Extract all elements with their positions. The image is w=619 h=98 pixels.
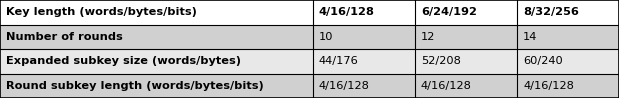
Text: Key length (words/bytes/bits): Key length (words/bytes/bits)	[6, 7, 197, 17]
Text: 8/32/256: 8/32/256	[523, 7, 579, 17]
Bar	[415, 74, 517, 98]
Bar	[313, 49, 415, 74]
Text: 4/16/128: 4/16/128	[319, 81, 370, 91]
Bar	[517, 49, 619, 74]
Text: 60/240: 60/240	[523, 56, 563, 66]
Text: Number of rounds: Number of rounds	[6, 32, 123, 42]
Text: 4/16/128: 4/16/128	[319, 7, 374, 17]
Bar	[0, 74, 313, 98]
Bar	[415, 49, 517, 74]
Text: 4/16/128: 4/16/128	[421, 81, 472, 91]
Bar	[415, 0, 517, 24]
Bar	[313, 24, 415, 49]
Text: 10: 10	[319, 32, 333, 42]
Text: 52/208: 52/208	[421, 56, 461, 66]
Text: Round subkey length (words/bytes/bits): Round subkey length (words/bytes/bits)	[6, 81, 264, 91]
Bar	[0, 0, 313, 24]
Bar	[313, 74, 415, 98]
Bar	[0, 49, 313, 74]
Bar	[415, 24, 517, 49]
Text: 14: 14	[523, 32, 537, 42]
Text: 44/176: 44/176	[319, 56, 358, 66]
Bar	[313, 0, 415, 24]
Text: 4/16/128: 4/16/128	[523, 81, 574, 91]
Text: 6/24/192: 6/24/192	[421, 7, 477, 17]
Bar	[517, 0, 619, 24]
Bar	[0, 24, 313, 49]
Bar	[517, 74, 619, 98]
Text: Expanded subkey size (words/bytes): Expanded subkey size (words/bytes)	[6, 56, 241, 66]
Bar	[517, 24, 619, 49]
Text: 12: 12	[421, 32, 435, 42]
